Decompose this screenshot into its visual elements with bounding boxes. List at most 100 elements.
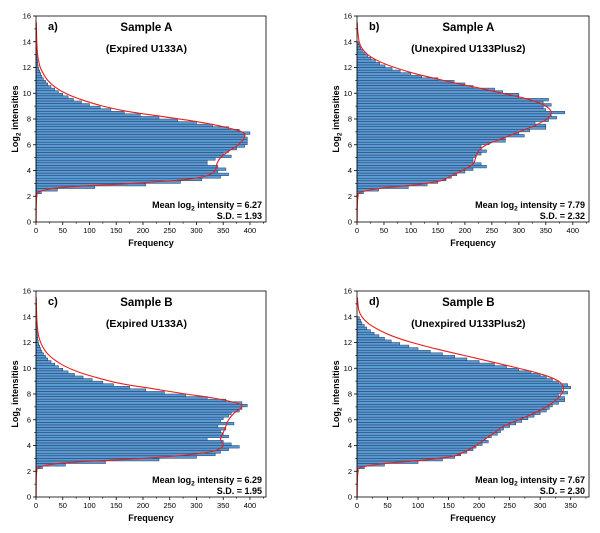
y-axis-label-tail: intensities (10, 85, 20, 132)
histogram-bar (35, 414, 229, 418)
y-axis-label: Log2 intensities (10, 360, 23, 427)
y-axis-label-subscript: 2 (337, 407, 344, 411)
histogram-bar (35, 103, 90, 107)
density-fit-curve (35, 297, 243, 498)
histogram-bar (356, 72, 412, 76)
x-tick-label: 300 (513, 226, 526, 235)
histogram-bar (356, 98, 549, 102)
histogram-bar (35, 147, 237, 151)
y-tick-label: 4 (348, 166, 352, 175)
mean-annotation-prefix: Mean log (475, 200, 514, 210)
x-tick-label: 150 (110, 501, 123, 510)
histogram-bar (35, 398, 227, 402)
histogram-bar (35, 445, 240, 449)
y-axis-label-tail: intensities (10, 360, 20, 407)
y-tick-label: 0 (27, 493, 31, 502)
histogram-bar (356, 131, 520, 135)
histogram-bar (35, 172, 229, 176)
histogram-bar (356, 329, 371, 333)
histogram-bar (356, 365, 507, 369)
histogram-bars (35, 321, 248, 472)
histogram-bar (35, 360, 52, 364)
mean-annotation: Mean log2 intensity = 7.67 (475, 475, 585, 488)
mean-annotation-suffix: intensity = 7.67 (518, 475, 585, 485)
x-tick-label: 400 (567, 226, 580, 235)
histogram-bar (35, 72, 42, 76)
mean-annotation: Mean log2 intensity = 6.29 (152, 475, 262, 488)
histogram-bar (356, 440, 489, 444)
histogram-bar (356, 357, 468, 361)
x-axis-label: Frequency (450, 513, 496, 523)
histogram-bar (356, 113, 552, 117)
y-tick-label: 8 (348, 390, 352, 399)
histogram-bar (356, 172, 458, 176)
x-tick-label: 300 (534, 501, 547, 510)
histogram-bar (356, 391, 568, 395)
histogram-bar (356, 103, 552, 107)
histogram-bar (35, 167, 227, 171)
histogram-bar (35, 365, 59, 369)
histogram-bar (35, 422, 235, 426)
histogram-bar (35, 77, 44, 81)
y-tick-label: 12 (344, 338, 352, 347)
histogram-bar (356, 159, 474, 164)
histogram-bar (356, 67, 393, 71)
histogram-bar (356, 378, 553, 382)
y-tick-label: 16 (344, 287, 352, 296)
y-axis-label: Log2 intensities (10, 85, 23, 152)
sd-annotation: S.D. = 2.30 (540, 486, 585, 496)
y-tick-label: 8 (27, 390, 31, 399)
mean-annotation-prefix: Mean log (152, 200, 191, 210)
y-axis-label-subscript: 2 (16, 407, 23, 411)
histogram-bar (35, 393, 187, 397)
histogram-bar (35, 108, 112, 112)
mean-annotation-suffix: intensity = 6.27 (195, 200, 262, 210)
histogram-bar (356, 452, 462, 457)
histogram-bar (356, 59, 376, 63)
histogram-bar (35, 80, 46, 84)
histogram-bar (35, 87, 55, 91)
histogram-bar (356, 434, 492, 439)
y-tick-label: 14 (344, 37, 352, 46)
histogram-bar (356, 157, 474, 161)
histogram-bar (356, 406, 550, 410)
histogram-bar (356, 362, 495, 366)
histogram-bar (35, 105, 101, 109)
histogram-bar (35, 383, 114, 387)
y-tick-label: 8 (27, 115, 31, 124)
histogram-bar (356, 147, 482, 151)
histogram-bar (356, 69, 401, 73)
histogram-bar (356, 134, 525, 138)
sd-annotation: S.D. = 2.32 (540, 211, 585, 221)
histogram-bar (35, 375, 84, 379)
histogram-bar (35, 434, 229, 439)
histogram-bar (356, 74, 422, 79)
histogram-bars (356, 316, 571, 472)
x-tick-label: 250 (503, 501, 516, 510)
histogram-bar (35, 129, 240, 133)
mean-annotation-prefix: Mean log (152, 475, 191, 485)
histogram-bar (35, 144, 245, 148)
x-tick-label: 200 (459, 226, 472, 235)
histogram-bar (35, 406, 243, 410)
histogram-bar (356, 56, 372, 61)
mean-annotation-subscript: 2 (514, 481, 518, 488)
x-tick-label: 400 (244, 501, 257, 510)
histogram-bar (356, 401, 559, 405)
histogram-bar (35, 388, 146, 392)
y-tick-label: 10 (344, 89, 352, 98)
x-axis-label: Frequency (128, 238, 174, 248)
histogram-bar (356, 149, 487, 153)
histogram-bar (356, 442, 483, 446)
chart-title: Sample A (442, 22, 494, 34)
histogram-bar (35, 98, 74, 102)
histogram-bar (35, 450, 221, 454)
x-tick-label: 350 (217, 501, 230, 510)
y-axis-label-main: Log (10, 136, 20, 153)
histogram-bar (35, 378, 93, 382)
y-tick-label: 14 (344, 312, 352, 321)
histogram-bar (356, 344, 410, 348)
x-tick-label: 250 (163, 501, 176, 510)
x-tick-label: 250 (163, 226, 176, 235)
histogram-bar (356, 450, 468, 454)
